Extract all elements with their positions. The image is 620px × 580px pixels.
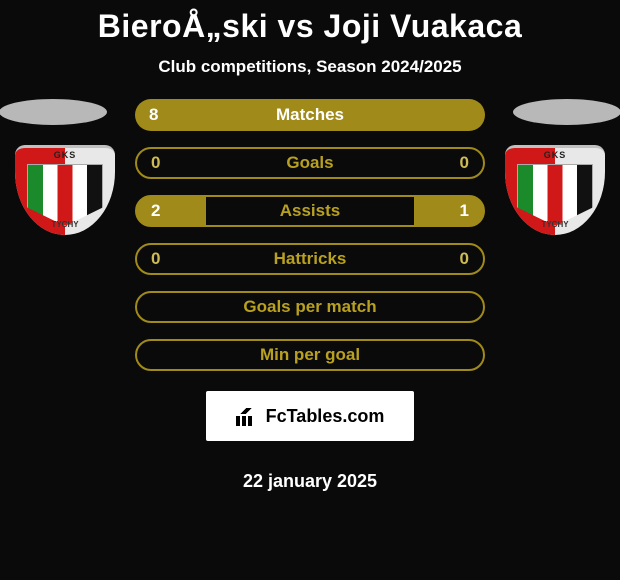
stat-hattricks-left: 0 [151, 249, 160, 269]
stat-mpg-label: Min per goal [260, 345, 360, 365]
stat-goals-label: Goals [286, 153, 333, 173]
stat-assists-right: 1 [460, 201, 469, 221]
stat-row-goals: 0 Goals 0 [135, 147, 485, 179]
stat-row-hattricks: 0 Hattricks 0 [135, 243, 485, 275]
brand-text: FcTables.com [266, 406, 385, 427]
stat-assists-label: Assists [280, 201, 340, 221]
left-player-col: GKS TYCHY [5, 99, 125, 235]
brand-banner[interactable]: FcTables.com [206, 391, 414, 441]
right-player-photo-placeholder [513, 99, 620, 125]
date-line: 22 january 2025 [135, 471, 485, 492]
stat-row-assists: 2 Assists 1 [135, 195, 485, 227]
page-title: BieroÅ„ski vs Joji Vuakaca [0, 8, 620, 45]
left-player-photo-placeholder [0, 99, 107, 125]
stat-matches-label: Matches [276, 105, 344, 125]
stat-goals-left: 0 [151, 153, 160, 173]
stat-row-gpm: Goals per match [135, 291, 485, 323]
stat-assists-left: 2 [151, 201, 160, 221]
stat-hattricks-label: Hattricks [274, 249, 347, 269]
stat-row-mpg: Min per goal [135, 339, 485, 371]
comparison-card: BieroÅ„ski vs Joji Vuakaca Club competit… [0, 0, 620, 492]
stat-gpm-label: Goals per match [243, 297, 376, 317]
stat-hattricks-right: 0 [460, 249, 469, 269]
right-crest-top-text: GKS [505, 150, 605, 160]
left-crest-top-text: GKS [15, 150, 115, 160]
stat-row-matches: 8 Matches [135, 99, 485, 131]
right-player-col: GKS TYCHY [495, 99, 615, 235]
right-crest-bottom-text: TYCHY [505, 220, 605, 229]
stat-goals-right: 0 [460, 153, 469, 173]
chart-icon [236, 406, 262, 426]
stat-matches-left: 8 [149, 105, 158, 125]
left-team-crest: GKS TYCHY [15, 145, 115, 235]
content-row: GKS TYCHY 8 Matches 0 Goals 0 2 Assists … [0, 99, 620, 492]
subtitle: Club competitions, Season 2024/2025 [0, 57, 620, 77]
left-crest-bottom-text: TYCHY [15, 220, 115, 229]
stats-column: 8 Matches 0 Goals 0 2 Assists 1 0 Hattri… [135, 99, 485, 492]
right-team-crest: GKS TYCHY [505, 145, 605, 235]
